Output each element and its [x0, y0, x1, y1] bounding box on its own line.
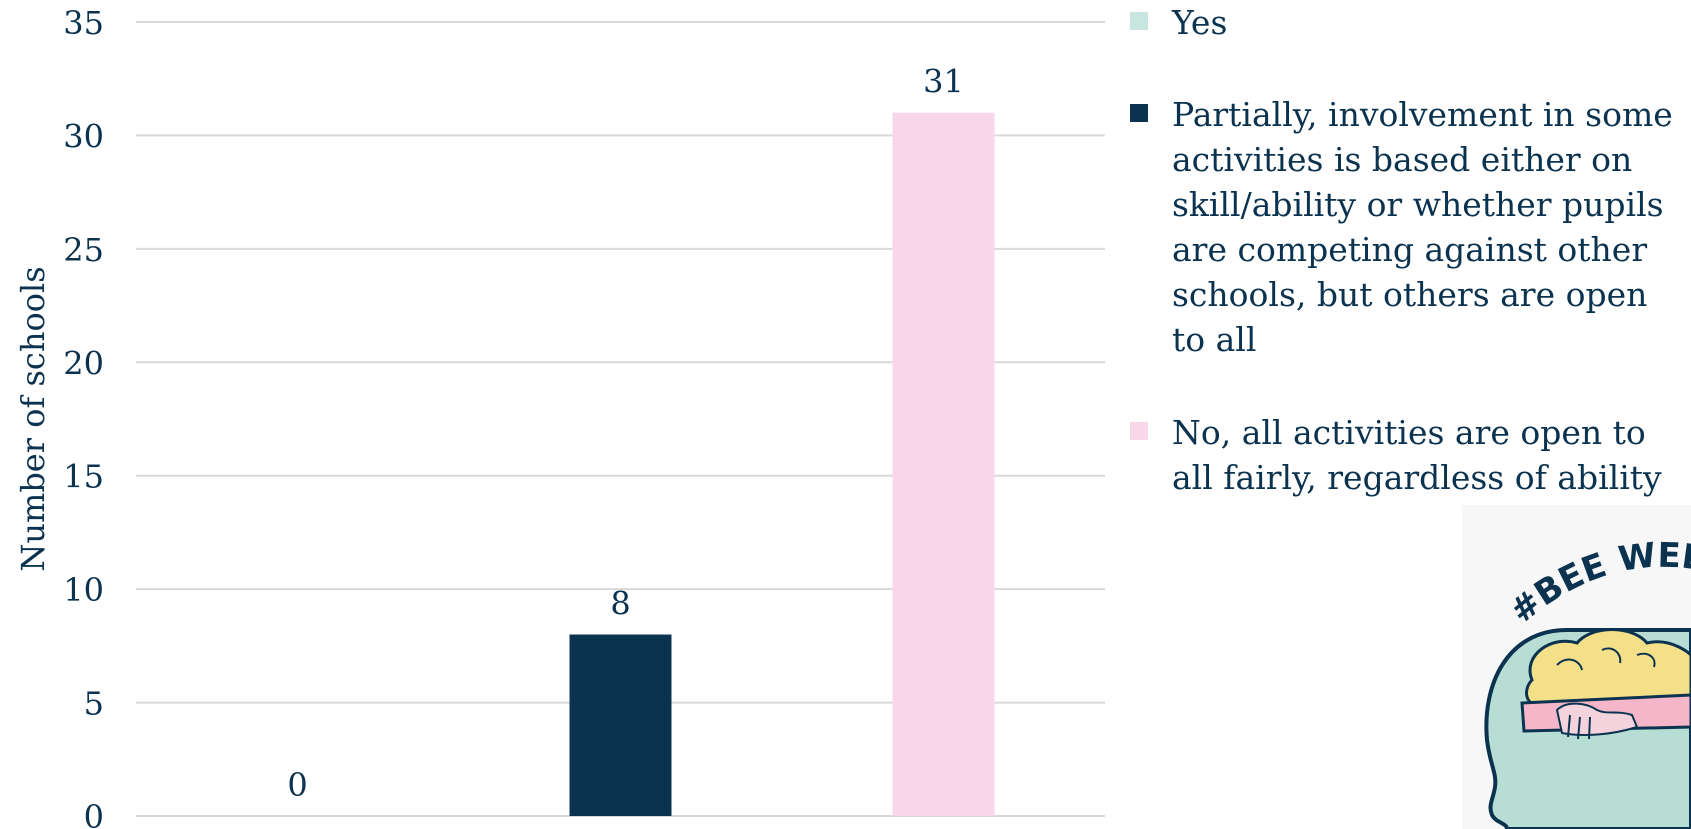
data-label: 0: [287, 766, 307, 804]
data-label: 8: [610, 585, 630, 623]
y-tick-label: 20: [63, 344, 104, 382]
legend-label-partially: Partially, involvement in some activitie…: [1172, 95, 1673, 359]
legend-item-yes: Yes: [1130, 0, 1690, 45]
y-tick-label: 35: [63, 4, 104, 42]
head-brain-hands-logo-icon: #BEE WELL: [1484, 535, 1691, 829]
y-tick-label: 30: [63, 117, 104, 155]
bee-well-logo: #BEE WELL: [1462, 505, 1691, 829]
legend-label-no: No, all activities are open to all fairl…: [1172, 413, 1662, 497]
data-label: 31: [923, 63, 964, 101]
y-tick-label: 0: [84, 798, 104, 829]
bar-chart: 0 5 10 15 20 25 30 35 Number of schools 0 8 31: [14, 4, 1105, 829]
y-tick-label: 10: [63, 571, 104, 609]
legend-item-no: No, all activities are open to all fairl…: [1130, 410, 1690, 500]
y-tick-label: 15: [63, 458, 104, 496]
bar: [892, 112, 995, 816]
y-axis-label: Number of schools: [14, 266, 52, 571]
y-tick-label: 25: [63, 231, 104, 269]
logo-text: #BEE WELL: [1503, 535, 1691, 631]
legend-swatch-yes: [1130, 12, 1148, 30]
legend-swatch-no: [1130, 422, 1148, 440]
legend-label-yes: Yes: [1172, 3, 1228, 42]
y-tick-label: 5: [84, 685, 104, 723]
legend-item-partially: Partially, involvement in some activitie…: [1130, 92, 1690, 362]
bar: [569, 634, 672, 816]
legend-swatch-partially: [1130, 104, 1148, 122]
